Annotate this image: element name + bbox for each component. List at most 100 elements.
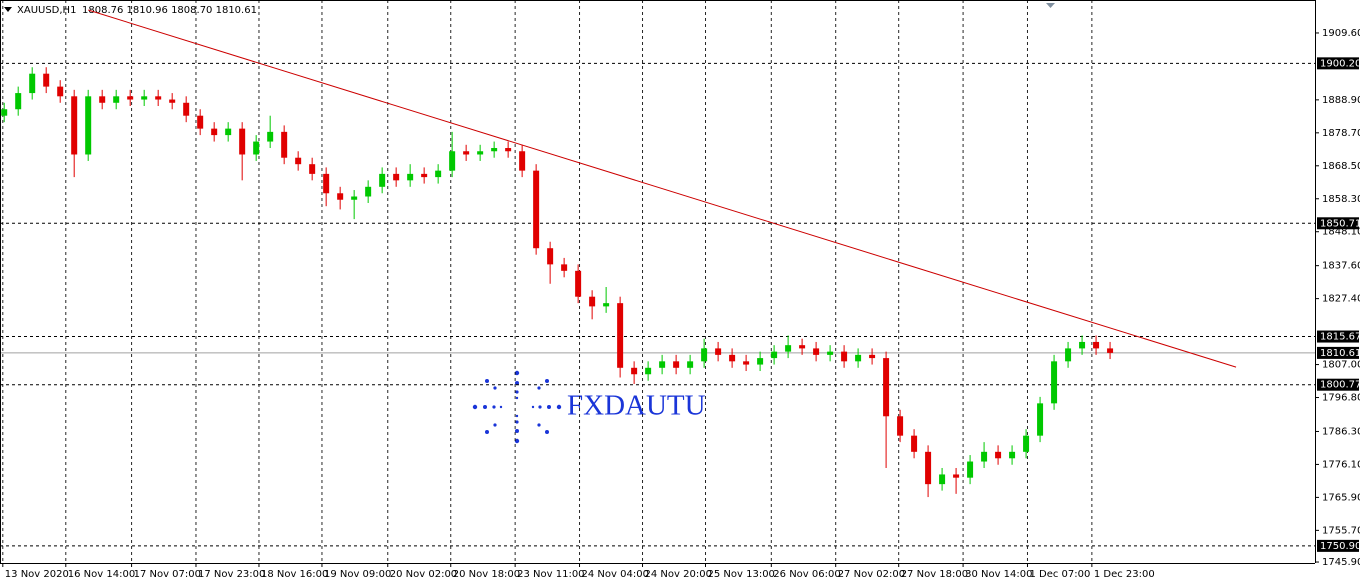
level-label-box — [1317, 57, 1359, 70]
candle-body — [421, 173, 428, 178]
candle-body — [729, 354, 736, 362]
level-label-box — [1317, 217, 1359, 230]
candle-body — [169, 99, 176, 103]
level-label: 1850.71 — [1320, 218, 1360, 229]
x-tick-label: 13 Nov 2020 — [5, 569, 69, 580]
candle-body — [827, 351, 834, 355]
candle-body — [617, 303, 624, 368]
candle-body — [533, 170, 540, 249]
candle-body — [883, 358, 890, 417]
x-tick-label: 20 Nov 18:00 — [453, 569, 520, 580]
level-label: 1815.67 — [1320, 332, 1360, 343]
x-tick-label: 24 Nov 20:00 — [645, 569, 712, 580]
y-tick-label: 1776.10 — [1322, 459, 1360, 470]
x-tick-label: 30 Nov 14:00 — [965, 569, 1032, 580]
candle-body — [127, 96, 134, 100]
y-tick-label: 1909.60 — [1322, 28, 1360, 39]
candle-body — [225, 128, 232, 136]
candle-body — [463, 151, 470, 155]
y-tick-label: 1878.70 — [1322, 128, 1360, 139]
current-price-box — [1317, 346, 1359, 359]
y-tick-label: 1745.90 — [1322, 557, 1360, 568]
candle-body — [939, 474, 946, 485]
current-price-label: 1810.61 — [1320, 348, 1360, 359]
y-tick-label: 1765.90 — [1322, 492, 1360, 503]
candle-body — [211, 128, 218, 136]
candle-body — [687, 361, 694, 368]
y-tick-label: 1807.00 — [1322, 360, 1360, 371]
candle-body — [841, 351, 848, 362]
candle-body — [1065, 348, 1072, 362]
candle-body — [323, 173, 330, 194]
x-tick-label: 17 Nov 07:00 — [134, 569, 201, 580]
level-label: 1800.77 — [1320, 380, 1360, 391]
candle-body — [897, 416, 904, 436]
candle-body — [113, 96, 120, 103]
candle-body — [477, 151, 484, 155]
chart-title: XAUUSD,H1 — [17, 5, 76, 16]
y-tick-label: 1786.30 — [1322, 426, 1360, 437]
candle-body — [239, 128, 246, 155]
x-tick-label: 27 Nov 02:00 — [838, 569, 905, 580]
x-tick-label: 20 Nov 02:00 — [390, 569, 457, 580]
candle-body — [575, 270, 582, 297]
y-tick-label: 1848.10 — [1322, 227, 1360, 238]
y-tick-label: 1868.50 — [1322, 161, 1360, 172]
candle-body — [281, 131, 288, 158]
level-label: 1900.20 — [1320, 58, 1360, 69]
candle-body — [799, 345, 806, 349]
candle-body — [1, 109, 8, 116]
chart-subtitle: 1808.76 1810.96 1808.70 1810.61 — [82, 5, 257, 16]
candle-body — [71, 96, 78, 155]
candle-body — [309, 164, 316, 174]
trendline — [88, 9, 1237, 368]
candle-body — [561, 264, 568, 271]
candle-body — [911, 435, 918, 452]
candle-body — [743, 361, 750, 365]
candle-body — [785, 345, 792, 352]
candle-body — [1079, 341, 1086, 349]
candle-body — [771, 351, 778, 359]
candle-body — [85, 96, 92, 155]
y-tick-label: 1755.70 — [1322, 525, 1360, 536]
candle-body — [449, 151, 456, 171]
x-tick-label: 19 Nov 09:00 — [324, 569, 391, 580]
x-tick-label: 24 Nov 04:00 — [582, 569, 649, 580]
candle-body — [99, 96, 106, 103]
candle-body — [379, 173, 386, 187]
candle-body — [505, 148, 512, 152]
candle-body — [1009, 451, 1016, 459]
candle-body — [43, 73, 50, 87]
candle-body — [1023, 435, 1030, 452]
x-tick-label: 26 Nov 06:00 — [773, 569, 840, 580]
candle-body — [365, 186, 372, 197]
level-label: 1750.90 — [1320, 541, 1360, 552]
candle-body — [869, 354, 876, 359]
candle-body — [673, 361, 680, 368]
level-label-box — [1317, 539, 1359, 552]
candle-body — [645, 367, 652, 375]
y-tick-label: 1827.40 — [1322, 294, 1360, 305]
candle-body — [295, 157, 302, 165]
x-tick-label: 17 Nov 23:00 — [198, 569, 265, 580]
candle-body — [29, 73, 36, 94]
candle-body — [953, 474, 960, 478]
candle-body — [267, 131, 274, 142]
y-tick-label: 1858.30 — [1322, 194, 1360, 205]
y-tick-label: 1796.80 — [1322, 393, 1360, 404]
candle-body — [1107, 348, 1114, 353]
x-tick-label: 23 Nov 11:00 — [517, 569, 584, 580]
menu-arrow — [4, 7, 12, 12]
candle-body — [491, 148, 498, 152]
candle-body — [407, 173, 414, 181]
y-tick-label: 1837.60 — [1322, 261, 1360, 272]
candle-body — [715, 348, 722, 355]
candle-body — [925, 451, 932, 485]
candle-body — [155, 96, 162, 100]
candle-body — [1093, 341, 1100, 349]
candle-body — [15, 93, 22, 110]
candle-body — [603, 303, 610, 307]
